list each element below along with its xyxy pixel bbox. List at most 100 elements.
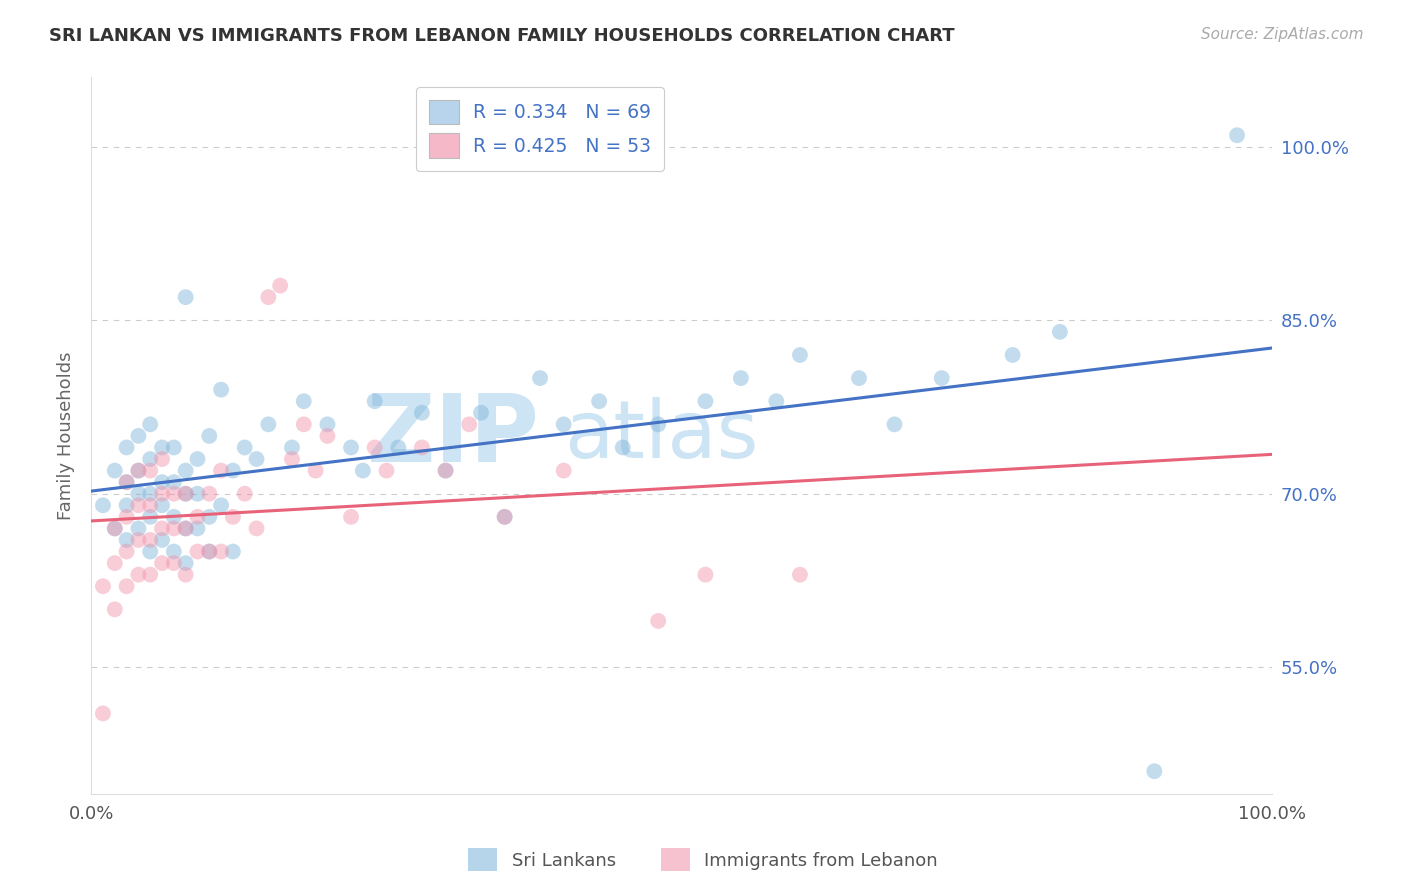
Point: [222, 464, 245, 478]
Point: [375, 464, 398, 478]
Point: [1001, 348, 1024, 362]
Point: [316, 429, 339, 443]
Point: [304, 464, 326, 478]
Point: [931, 371, 953, 385]
Point: [127, 521, 149, 535]
Point: [494, 509, 516, 524]
Point: [222, 544, 245, 558]
Point: [163, 486, 186, 500]
Point: [150, 441, 173, 455]
Point: [150, 521, 173, 535]
Point: [174, 521, 197, 535]
Point: [198, 429, 221, 443]
Point: [647, 614, 669, 628]
Point: [127, 567, 149, 582]
Point: [150, 452, 173, 467]
Legend: Sri Lankans, Immigrants from Lebanon: Sri Lankans, Immigrants from Lebanon: [461, 841, 945, 879]
Point: [233, 441, 256, 455]
Point: [139, 533, 162, 547]
Point: [127, 533, 149, 547]
Y-axis label: Family Households: Family Households: [58, 351, 75, 520]
Point: [139, 452, 162, 467]
Point: [115, 475, 138, 490]
Text: atlas: atlas: [564, 397, 758, 475]
Point: [209, 464, 232, 478]
Point: [434, 464, 457, 478]
Point: [163, 509, 186, 524]
Point: [115, 544, 138, 558]
Point: [281, 452, 304, 467]
Point: [198, 486, 221, 500]
Point: [209, 498, 232, 512]
Point: [789, 348, 811, 362]
Point: [363, 441, 385, 455]
Point: [104, 464, 127, 478]
Point: [494, 509, 516, 524]
Point: [174, 567, 197, 582]
Point: [115, 441, 138, 455]
Point: [245, 521, 267, 535]
Point: [765, 394, 787, 409]
Point: [363, 394, 385, 409]
Point: [139, 464, 162, 478]
Point: [1049, 325, 1071, 339]
Point: [588, 394, 610, 409]
Point: [186, 509, 208, 524]
Point: [1226, 128, 1249, 143]
Point: [209, 544, 232, 558]
Point: [174, 556, 197, 570]
Point: [233, 486, 256, 500]
Point: [104, 521, 127, 535]
Point: [292, 394, 315, 409]
Point: [139, 486, 162, 500]
Point: [127, 464, 149, 478]
Point: [163, 556, 186, 570]
Point: [174, 486, 197, 500]
Point: [186, 486, 208, 500]
Point: [529, 371, 551, 385]
Point: [434, 464, 457, 478]
Point: [316, 417, 339, 432]
Point: [553, 417, 575, 432]
Point: [174, 464, 197, 478]
Point: [352, 464, 374, 478]
Point: [411, 441, 433, 455]
Point: [281, 441, 304, 455]
Point: [292, 417, 315, 432]
Point: [612, 441, 634, 455]
Point: [789, 567, 811, 582]
Point: [257, 290, 280, 304]
Point: [115, 509, 138, 524]
Point: [163, 521, 186, 535]
Point: [150, 475, 173, 490]
Point: [695, 394, 717, 409]
Point: [340, 441, 363, 455]
Point: [340, 509, 363, 524]
Point: [91, 706, 114, 721]
Point: [269, 278, 291, 293]
Point: [245, 452, 267, 467]
Point: [104, 521, 127, 535]
Point: [139, 417, 162, 432]
Point: [139, 544, 162, 558]
Legend: R = 0.334   N = 69, R = 0.425   N = 53: R = 0.334 N = 69, R = 0.425 N = 53: [416, 87, 664, 170]
Text: ZIP: ZIP: [367, 390, 540, 482]
Point: [186, 544, 208, 558]
Point: [257, 417, 280, 432]
Point: [150, 498, 173, 512]
Point: [115, 498, 138, 512]
Point: [104, 602, 127, 616]
Point: [127, 464, 149, 478]
Point: [174, 521, 197, 535]
Point: [127, 498, 149, 512]
Point: [198, 509, 221, 524]
Point: [387, 441, 409, 455]
Point: [150, 556, 173, 570]
Point: [174, 290, 197, 304]
Point: [883, 417, 905, 432]
Point: [163, 475, 186, 490]
Point: [174, 486, 197, 500]
Point: [222, 509, 245, 524]
Point: [553, 464, 575, 478]
Point: [163, 544, 186, 558]
